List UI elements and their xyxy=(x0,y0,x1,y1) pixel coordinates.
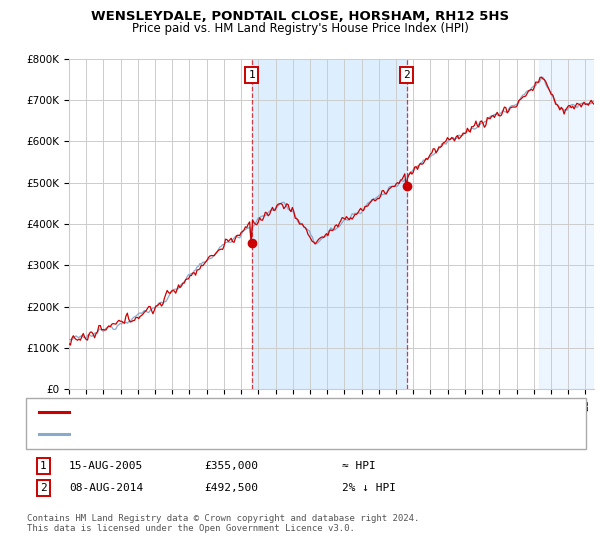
Text: ≈ HPI: ≈ HPI xyxy=(342,461,376,471)
Text: WENSLEYDALE, PONDTAIL CLOSE, HORSHAM, RH12 5HS: WENSLEYDALE, PONDTAIL CLOSE, HORSHAM, RH… xyxy=(91,10,509,23)
Text: HPI: Average price, detached house, Horsham: HPI: Average price, detached house, Hors… xyxy=(76,429,329,439)
Text: 08-AUG-2014: 08-AUG-2014 xyxy=(69,483,143,493)
Text: Contains HM Land Registry data © Crown copyright and database right 2024.
This d: Contains HM Land Registry data © Crown c… xyxy=(27,514,419,534)
Text: 2% ↓ HPI: 2% ↓ HPI xyxy=(342,483,396,493)
Text: 2: 2 xyxy=(403,71,410,80)
Text: WENSLEYDALE, PONDTAIL CLOSE, HORSHAM, RH12 5HS (detached house): WENSLEYDALE, PONDTAIL CLOSE, HORSHAM, RH… xyxy=(76,407,446,417)
Text: 2: 2 xyxy=(40,483,47,493)
Bar xyxy=(252,59,407,389)
Text: £492,500: £492,500 xyxy=(204,483,258,493)
Text: 1: 1 xyxy=(40,461,47,471)
Text: £355,000: £355,000 xyxy=(204,461,258,471)
Bar xyxy=(539,59,594,389)
Text: 1: 1 xyxy=(248,71,255,80)
Text: Price paid vs. HM Land Registry's House Price Index (HPI): Price paid vs. HM Land Registry's House … xyxy=(131,22,469,35)
Text: 15-AUG-2005: 15-AUG-2005 xyxy=(69,461,143,471)
